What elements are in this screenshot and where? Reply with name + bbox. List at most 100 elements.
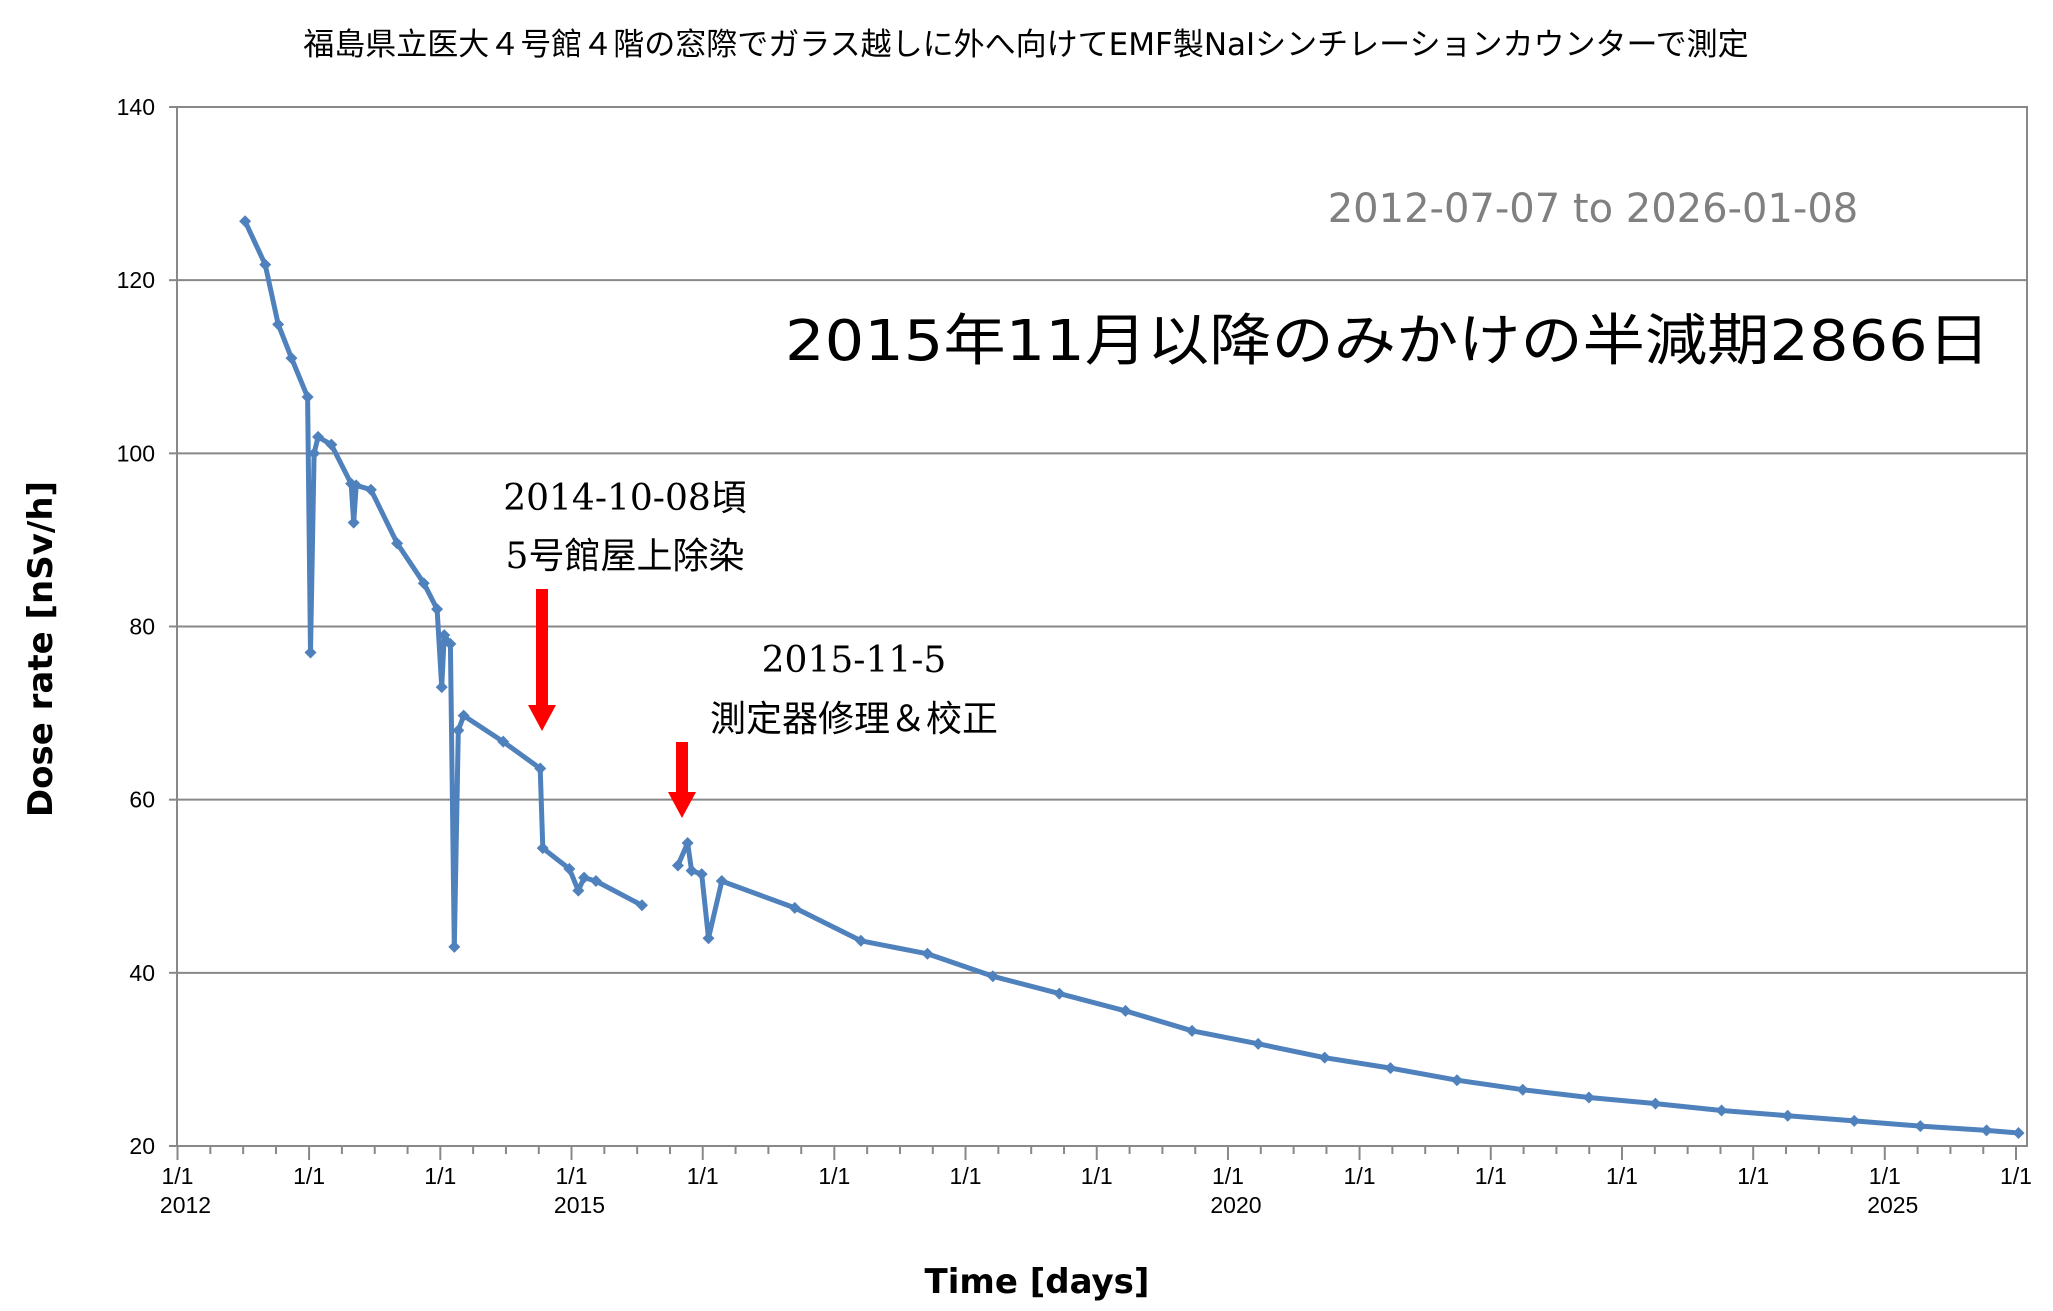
x-tick-label: 1/1	[556, 1163, 588, 1189]
x-tick-year-label: 2015	[554, 1192, 605, 1218]
data-point	[534, 762, 547, 775]
y-tick-label: 20	[129, 1133, 155, 1159]
data-point	[788, 901, 801, 914]
data-point	[438, 629, 451, 642]
data-point	[259, 258, 272, 271]
x-tick-label: 1/1	[950, 1163, 982, 1189]
x-tick-year-label: 2020	[1210, 1192, 1261, 1218]
data-point	[685, 864, 698, 877]
y-tick-label: 120	[117, 267, 155, 293]
x-tick-label: 1/1	[424, 1163, 456, 1189]
data-point	[391, 537, 404, 550]
event1-arrow	[528, 589, 556, 731]
x-tick-year-label: 2012	[160, 1192, 211, 1218]
halflife-annotation: 2015年11月以降のみかけの半減期2866日	[785, 309, 1990, 374]
data-point	[671, 859, 684, 872]
y-tick-label: 80	[129, 614, 155, 640]
x-tick-year-label: 2025	[1867, 1192, 1918, 1218]
event2-arrow	[668, 742, 696, 818]
data-point	[1781, 1109, 1794, 1122]
x-tick-label: 1/1	[2000, 1163, 2032, 1189]
data-point	[578, 871, 591, 884]
data-point	[1582, 1091, 1595, 1104]
data-point	[1053, 987, 1066, 1000]
data-point	[1119, 1004, 1132, 1017]
data-point	[444, 637, 457, 650]
x-tick-label: 1/1	[1869, 1163, 1901, 1189]
event2-text-label: 測定器修理＆校正	[710, 699, 998, 740]
x-tick-label: 1/1	[818, 1163, 850, 1189]
data-point	[301, 391, 314, 404]
series-line	[242, 220, 644, 950]
data-point	[448, 940, 461, 953]
series-line	[675, 840, 2019, 1136]
x-axis-ticks: 1/1 2012 1/1 1/1 1/1 2015 1/1 1/1 1/1 1/1 1/1 2020 1…	[160, 1146, 2032, 1218]
data-point	[2012, 1127, 2025, 1140]
event1-date-label: 2014-10-08頃	[503, 478, 747, 519]
data-point	[1186, 1024, 1199, 1037]
plot-area-border	[176, 106, 2028, 1147]
y-axis-ticks: 20 40 60 80 100 120 140	[117, 94, 177, 1159]
data-point	[1384, 1062, 1397, 1075]
data-point	[308, 447, 321, 460]
y-tick-label: 140	[117, 94, 155, 120]
data-point	[417, 577, 430, 590]
data-point	[1980, 1124, 1993, 1137]
chart-title: 福島県立医大４号館４階の窓際でガラス越しに外へ向けてEMF製NaIシンチレーショ…	[303, 27, 1748, 63]
x-tick-label: 1/1	[1737, 1163, 1769, 1189]
data-point	[1516, 1083, 1529, 1096]
data-point	[347, 516, 360, 529]
y-tick-label: 60	[129, 787, 155, 813]
data-point	[681, 836, 694, 849]
dose-rate-series	[239, 215, 2025, 1140]
data-point	[1450, 1074, 1463, 1087]
data-point	[986, 970, 999, 983]
data-point	[457, 709, 470, 722]
data-point	[572, 884, 585, 897]
grid	[177, 106, 2027, 1147]
data-point	[563, 862, 576, 875]
data-point	[921, 947, 934, 960]
x-tick-label: 1/1	[1475, 1163, 1507, 1189]
data-point	[1252, 1037, 1265, 1050]
data-point	[702, 932, 715, 945]
event1-text-label: 5号館屋上除染	[506, 536, 745, 577]
data-point	[536, 842, 549, 855]
x-tick-label: 1/1	[687, 1163, 719, 1189]
x-tick-label: 1/1	[1081, 1163, 1113, 1189]
x-tick-label: 1/1	[162, 1163, 194, 1189]
data-point	[304, 646, 317, 659]
y-tick-label: 40	[129, 960, 155, 986]
data-point	[312, 430, 325, 443]
x-tick-label: 1/1	[1606, 1163, 1638, 1189]
data-point	[715, 875, 728, 888]
data-point	[695, 868, 708, 881]
data-point	[589, 875, 602, 888]
data-point	[635, 899, 648, 912]
data-point	[431, 603, 444, 616]
event2-date-label: 2015-11-5	[762, 640, 947, 681]
data-point	[854, 934, 867, 947]
date-range-annotation: 2012-07-07 to 2026-01-08	[1328, 186, 1859, 232]
data-point	[285, 352, 298, 365]
data-point	[1649, 1097, 1662, 1110]
data-point	[435, 681, 448, 694]
data-point	[272, 318, 285, 331]
data-point	[1715, 1104, 1728, 1117]
data-point	[452, 724, 465, 737]
data-point	[364, 483, 377, 496]
x-tick-label: 1/1	[1212, 1163, 1244, 1189]
data-point	[1318, 1051, 1331, 1064]
data-point	[325, 438, 338, 451]
x-tick-label: 1/1	[1344, 1163, 1376, 1189]
data-point	[239, 215, 252, 228]
y-tick-label: 100	[117, 440, 155, 466]
data-point	[350, 479, 363, 492]
data-point	[497, 735, 510, 748]
y-axis-label: Dose rate [nSv/h]	[21, 481, 61, 817]
data-point	[1914, 1120, 1927, 1133]
x-axis-label: Time [days]	[925, 1262, 1150, 1302]
data-point	[1848, 1114, 1861, 1127]
x-tick-label: 1/1	[293, 1163, 325, 1189]
